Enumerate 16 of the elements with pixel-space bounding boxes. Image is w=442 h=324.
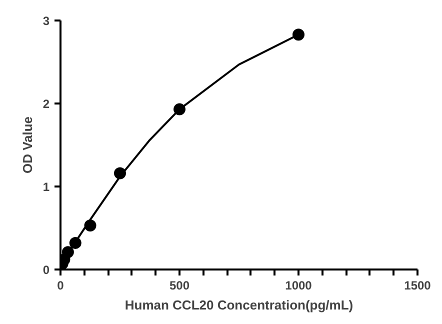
- point: [62, 246, 74, 258]
- point: [84, 220, 96, 232]
- x-tick-label: 0: [57, 278, 64, 292]
- x-tick-label: 1500: [404, 278, 432, 292]
- point: [69, 236, 82, 249]
- y-axis-title: OD Value: [20, 116, 35, 174]
- y-tick-label: 0: [42, 263, 50, 277]
- point: [292, 28, 304, 41]
- point: [174, 103, 186, 116]
- point: [114, 167, 126, 180]
- x-tick-label: 500: [169, 278, 190, 292]
- y-tick-label: 3: [42, 14, 50, 28]
- y-tick-label: 1: [42, 180, 50, 194]
- x-axis-title: Human CCL20 Concentration(pg/mL): [124, 298, 354, 312]
- x-tick-label: 1000: [285, 278, 312, 292]
- y-tick-label: 2: [42, 97, 50, 111]
